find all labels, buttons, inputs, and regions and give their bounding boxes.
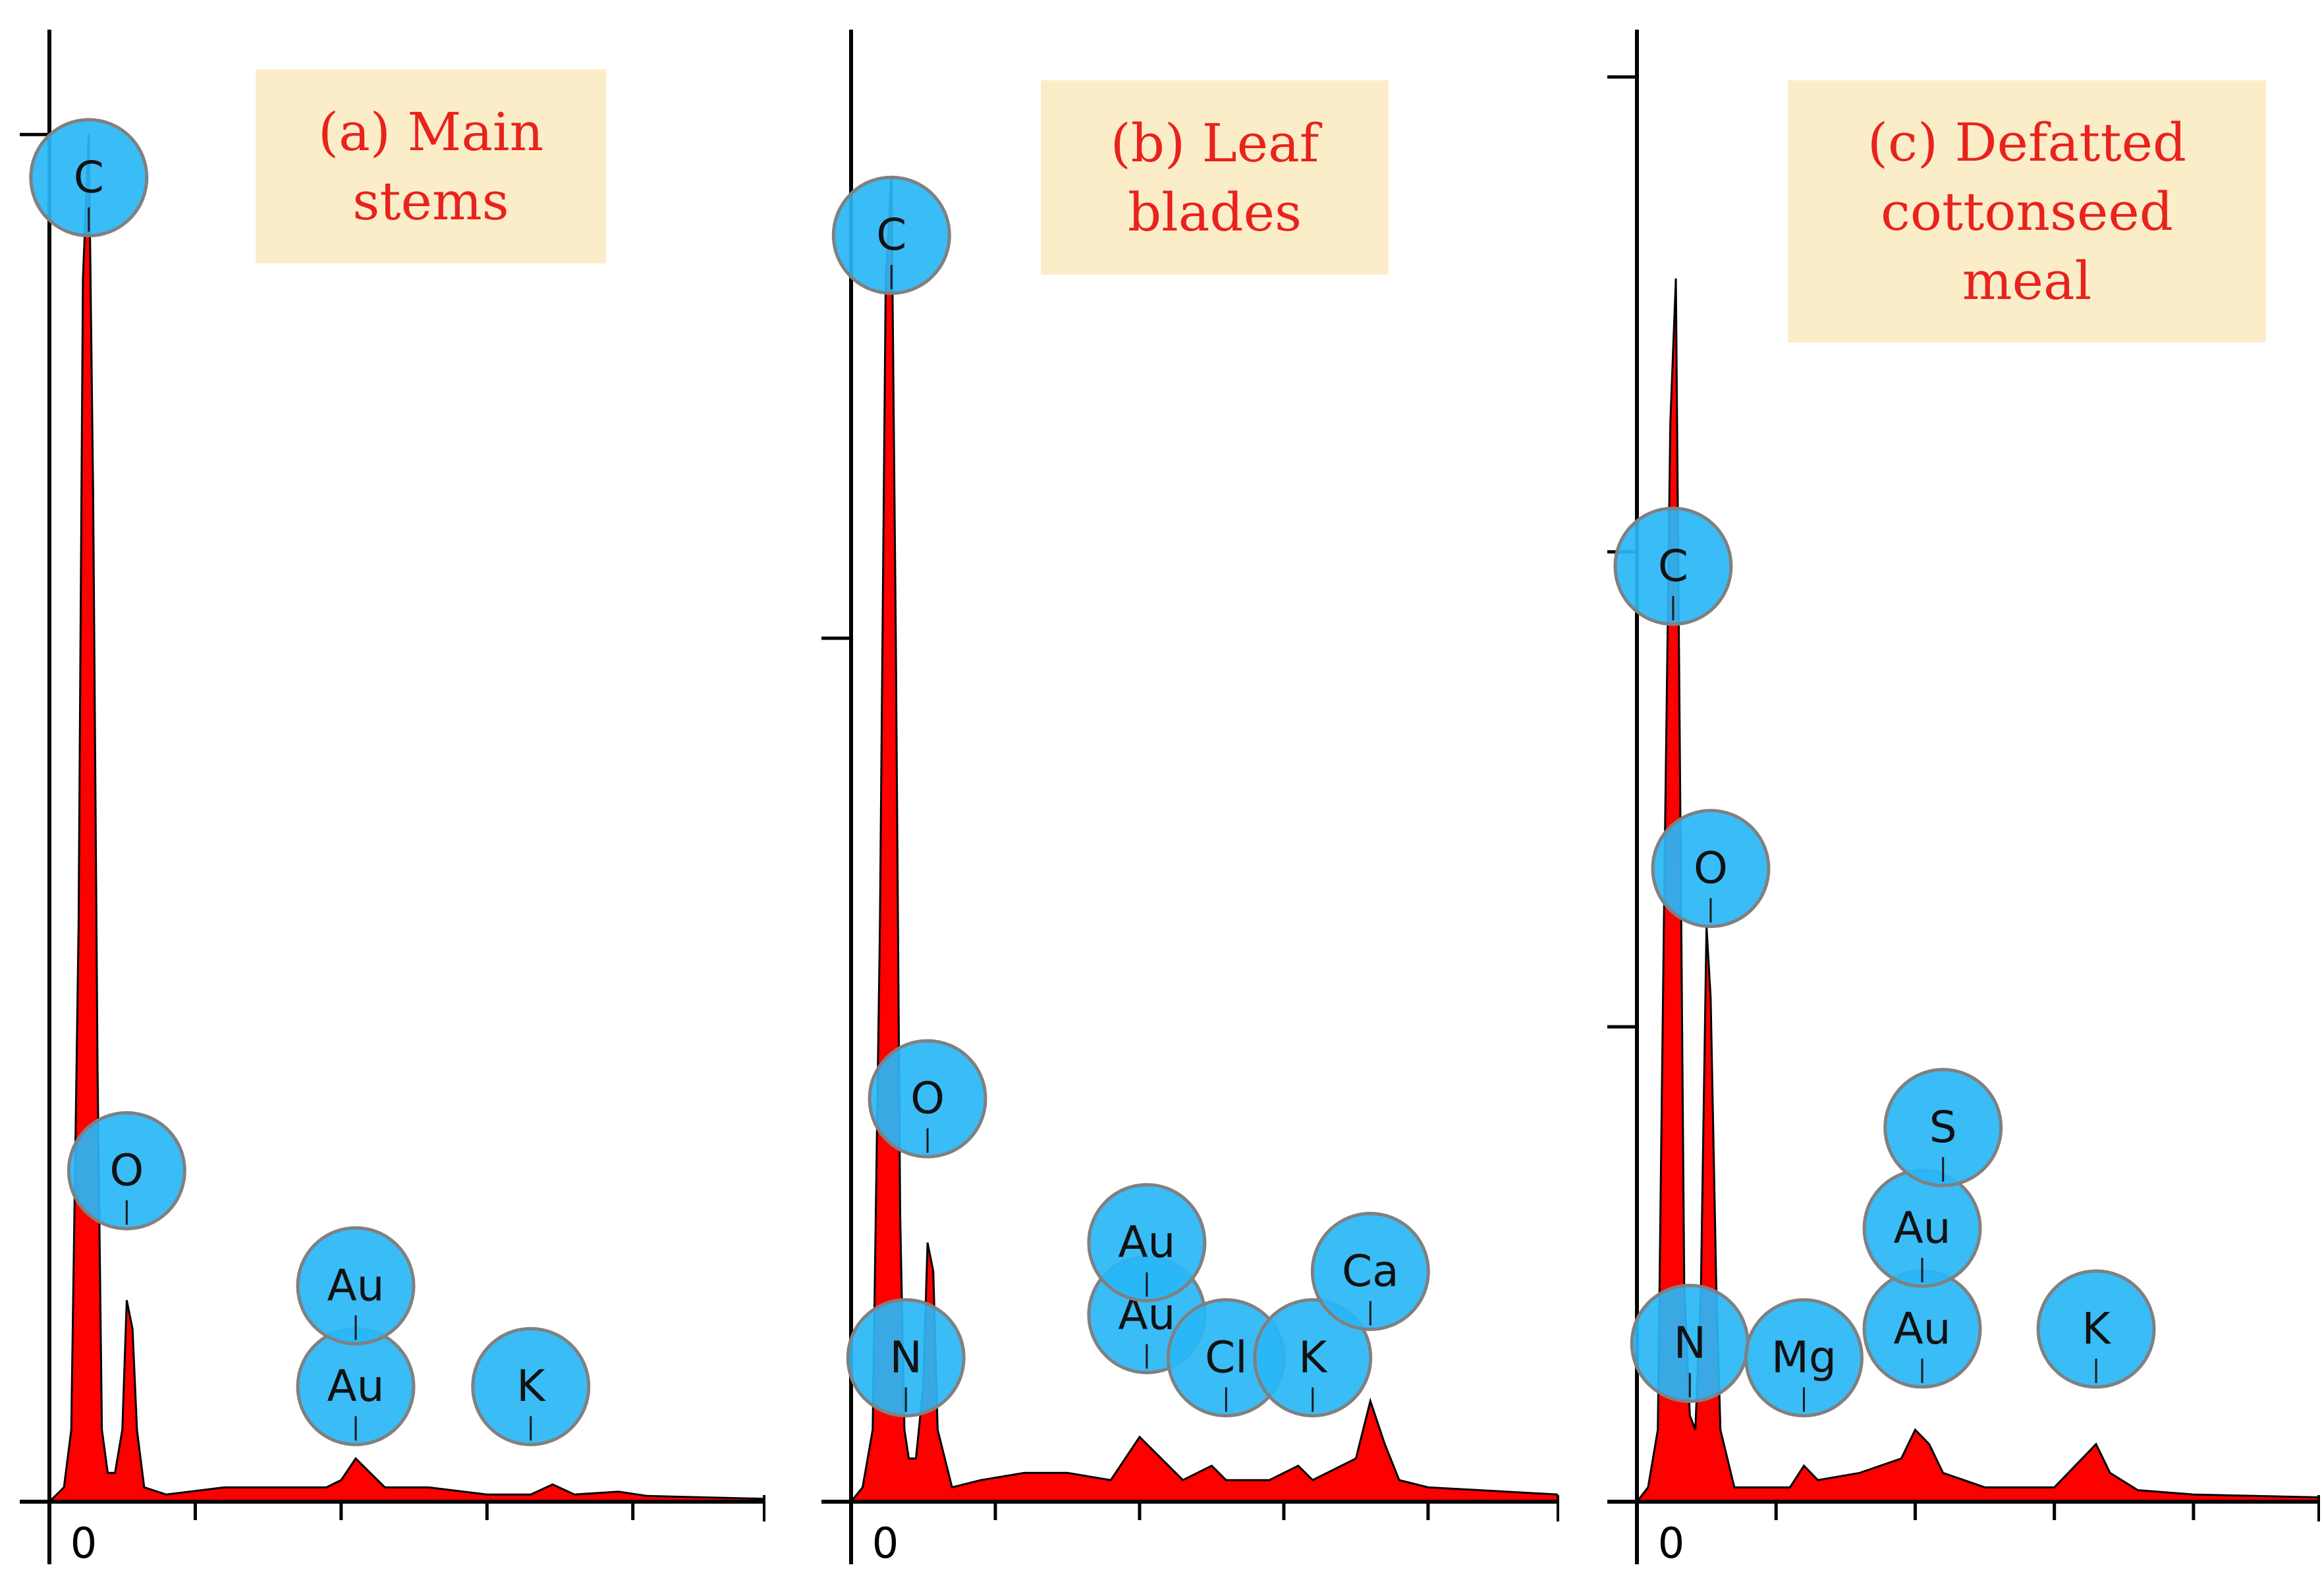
- peak-label-au: Au: [1862, 1168, 1982, 1288]
- spectrum-line: [1636, 278, 2319, 1502]
- peak-marker: [1744, 1298, 1864, 1417]
- x-origin-label: 0: [70, 1519, 97, 1568]
- peak-element-label: O: [910, 1073, 945, 1124]
- peak-element-label: Au: [1894, 1203, 1951, 1253]
- peak-marker: [67, 1110, 186, 1230]
- panel-title-box: [256, 69, 606, 263]
- peak-element-label: Au: [1118, 1217, 1175, 1268]
- peak-label-cl: Cl: [1166, 1298, 1286, 1417]
- peak-label-s: S: [1883, 1068, 2003, 1188]
- peak-label-au: Au: [1087, 1183, 1207, 1303]
- peak-marker: [846, 1298, 966, 1417]
- peak-element-label: O: [109, 1145, 144, 1195]
- peak-marker: [2036, 1269, 2156, 1389]
- peak-label-k: K: [1253, 1298, 1373, 1417]
- peak-marker: [471, 1326, 591, 1446]
- peak-element-label: C: [876, 209, 906, 260]
- peak-element-label: Mg: [1771, 1332, 1837, 1383]
- peak-element-label: K: [2082, 1303, 2111, 1354]
- peak-element-label: O: [1694, 843, 1728, 894]
- panel-c: 0 C O N Mg Au Au S K (c) Defatted cottonseed meal: [1607, 30, 2320, 1568]
- peak-marker: [29, 118, 149, 238]
- panel-title-line: meal: [1962, 250, 2091, 312]
- peak-element-label: Au: [1894, 1303, 1951, 1354]
- peak-label-o: O: [1651, 809, 1771, 929]
- x-origin-label: 0: [872, 1519, 899, 1568]
- peak-element-label: Ca: [1342, 1245, 1399, 1296]
- panel-title-line: (a) Main: [318, 101, 543, 163]
- peak-marker: [1613, 506, 1733, 626]
- peak-label-k: K: [2036, 1269, 2156, 1389]
- peak-label-o: O: [67, 1110, 186, 1230]
- spectrum-line: [850, 177, 1559, 1502]
- peak-element-label: N: [890, 1332, 922, 1383]
- panel-a: 0 C O Au Au K (a) Main stems: [20, 30, 765, 1568]
- panel-title-line: (b) Leaf: [1111, 113, 1323, 174]
- peak-label-n: N: [1630, 1284, 1750, 1404]
- peak-element-label: K: [516, 1361, 546, 1411]
- peak-marker: [296, 1226, 416, 1346]
- peak-label-au: Au: [296, 1226, 416, 1346]
- peak-label-mg: Mg: [1744, 1298, 1864, 1417]
- peak-label-au: Au: [1862, 1269, 1982, 1389]
- peak-element-label: Cl: [1205, 1332, 1247, 1383]
- peak-element-label: K: [1298, 1332, 1328, 1383]
- peak-label-n: N: [846, 1298, 966, 1417]
- peak-marker: [1651, 809, 1771, 929]
- peak-label-k: K: [471, 1326, 591, 1446]
- panel-title-box: [1788, 80, 2266, 342]
- peak-marker: [1883, 1068, 2003, 1188]
- panel-title-line: cottonseed: [1881, 181, 2173, 242]
- panel-title-line: (c) Defatted: [1868, 112, 2186, 173]
- peak-label-au: Au: [296, 1326, 416, 1446]
- peak-marker: [868, 1039, 987, 1159]
- peak-label-c: C: [29, 118, 149, 238]
- peak-element-label: Au: [327, 1260, 385, 1311]
- peak-label-c: C: [831, 175, 951, 295]
- panel-title-line: stems: [352, 171, 509, 232]
- peak-element-label: N: [1674, 1318, 1706, 1369]
- peak-marker: [831, 175, 951, 295]
- peak-element-label: C: [1658, 541, 1688, 591]
- peak-label-c: C: [1613, 506, 1733, 626]
- panel-title-line: blades: [1128, 182, 1302, 243]
- peak-element-label: Au: [327, 1361, 385, 1411]
- x-origin-label: 0: [1658, 1519, 1685, 1568]
- peak-label-o: O: [868, 1039, 987, 1159]
- peak-marker: [1253, 1298, 1373, 1417]
- peak-label-ca: Ca: [1310, 1211, 1430, 1331]
- panel-title-box: [1041, 80, 1389, 275]
- peak-element-label: S: [1929, 1102, 1957, 1153]
- peak-element-label: C: [74, 152, 104, 203]
- peak-marker: [1087, 1183, 1207, 1303]
- peak-marker: [1310, 1211, 1430, 1331]
